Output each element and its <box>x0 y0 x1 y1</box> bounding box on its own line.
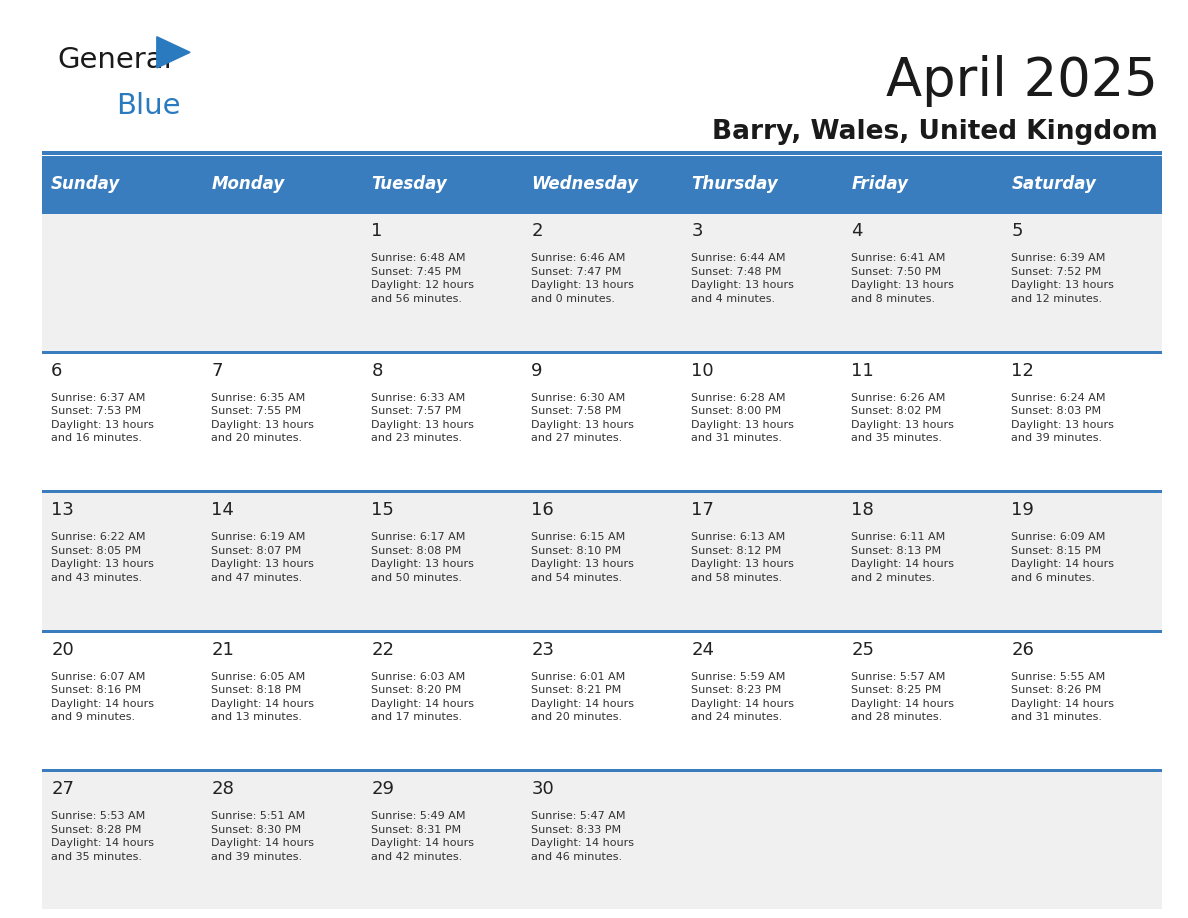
Text: 9: 9 <box>531 362 543 380</box>
Text: Sunrise: 6:05 AM
Sunset: 8:18 PM
Daylight: 14 hours
and 13 minutes.: Sunrise: 6:05 AM Sunset: 8:18 PM Dayligh… <box>211 672 314 722</box>
Text: 6: 6 <box>51 362 63 380</box>
Text: 14: 14 <box>211 501 234 520</box>
Text: 12: 12 <box>1011 362 1035 380</box>
Text: Wednesday: Wednesday <box>531 174 638 193</box>
Text: Sunrise: 5:47 AM
Sunset: 8:33 PM
Daylight: 14 hours
and 46 minutes.: Sunrise: 5:47 AM Sunset: 8:33 PM Dayligh… <box>531 812 634 862</box>
Text: 1: 1 <box>372 222 383 241</box>
Text: 18: 18 <box>852 501 874 520</box>
Text: Tuesday: Tuesday <box>372 174 447 193</box>
Text: Sunrise: 6:09 AM
Sunset: 8:15 PM
Daylight: 14 hours
and 6 minutes.: Sunrise: 6:09 AM Sunset: 8:15 PM Dayligh… <box>1011 532 1114 583</box>
Text: Sunrise: 6:33 AM
Sunset: 7:57 PM
Daylight: 13 hours
and 23 minutes.: Sunrise: 6:33 AM Sunset: 7:57 PM Dayligh… <box>372 393 474 443</box>
Text: 23: 23 <box>531 641 555 659</box>
Text: 29: 29 <box>372 780 394 799</box>
Text: General: General <box>57 46 172 74</box>
Text: 27: 27 <box>51 780 74 799</box>
Text: Friday: Friday <box>852 174 909 193</box>
Text: Sunrise: 6:35 AM
Sunset: 7:55 PM
Daylight: 13 hours
and 20 minutes.: Sunrise: 6:35 AM Sunset: 7:55 PM Dayligh… <box>211 393 314 443</box>
Text: Sunrise: 6:37 AM
Sunset: 7:53 PM
Daylight: 13 hours
and 16 minutes.: Sunrise: 6:37 AM Sunset: 7:53 PM Dayligh… <box>51 393 154 443</box>
Text: 25: 25 <box>852 641 874 659</box>
Text: 11: 11 <box>852 362 874 380</box>
Text: Sunrise: 5:59 AM
Sunset: 8:23 PM
Daylight: 14 hours
and 24 minutes.: Sunrise: 5:59 AM Sunset: 8:23 PM Dayligh… <box>691 672 795 722</box>
Text: Sunrise: 6:03 AM
Sunset: 8:20 PM
Daylight: 14 hours
and 17 minutes.: Sunrise: 6:03 AM Sunset: 8:20 PM Dayligh… <box>372 672 474 722</box>
Text: April 2025: April 2025 <box>886 55 1158 107</box>
Text: Sunrise: 5:53 AM
Sunset: 8:28 PM
Daylight: 14 hours
and 35 minutes.: Sunrise: 5:53 AM Sunset: 8:28 PM Dayligh… <box>51 812 154 862</box>
Text: 20: 20 <box>51 641 74 659</box>
Text: Sunrise: 5:49 AM
Sunset: 8:31 PM
Daylight: 14 hours
and 42 minutes.: Sunrise: 5:49 AM Sunset: 8:31 PM Dayligh… <box>372 812 474 862</box>
Text: Sunrise: 6:01 AM
Sunset: 8:21 PM
Daylight: 14 hours
and 20 minutes.: Sunrise: 6:01 AM Sunset: 8:21 PM Dayligh… <box>531 672 634 722</box>
Text: 24: 24 <box>691 641 714 659</box>
Text: 2: 2 <box>531 222 543 241</box>
Text: Thursday: Thursday <box>691 174 778 193</box>
Text: 5: 5 <box>1011 222 1023 241</box>
Text: 16: 16 <box>531 501 554 520</box>
Text: Sunrise: 6:11 AM
Sunset: 8:13 PM
Daylight: 14 hours
and 2 minutes.: Sunrise: 6:11 AM Sunset: 8:13 PM Dayligh… <box>852 532 954 583</box>
Text: Sunrise: 6:44 AM
Sunset: 7:48 PM
Daylight: 13 hours
and 4 minutes.: Sunrise: 6:44 AM Sunset: 7:48 PM Dayligh… <box>691 253 795 304</box>
Text: 4: 4 <box>852 222 862 241</box>
Text: Sunrise: 6:15 AM
Sunset: 8:10 PM
Daylight: 13 hours
and 54 minutes.: Sunrise: 6:15 AM Sunset: 8:10 PM Dayligh… <box>531 532 634 583</box>
Text: Barry, Wales, United Kingdom: Barry, Wales, United Kingdom <box>713 119 1158 145</box>
Text: Sunrise: 6:22 AM
Sunset: 8:05 PM
Daylight: 13 hours
and 43 minutes.: Sunrise: 6:22 AM Sunset: 8:05 PM Dayligh… <box>51 532 154 583</box>
Text: 7: 7 <box>211 362 222 380</box>
Text: 19: 19 <box>1011 501 1035 520</box>
Text: Sunrise: 6:48 AM
Sunset: 7:45 PM
Daylight: 12 hours
and 56 minutes.: Sunrise: 6:48 AM Sunset: 7:45 PM Dayligh… <box>372 253 474 304</box>
Text: 26: 26 <box>1011 641 1035 659</box>
Text: Sunrise: 6:13 AM
Sunset: 8:12 PM
Daylight: 13 hours
and 58 minutes.: Sunrise: 6:13 AM Sunset: 8:12 PM Dayligh… <box>691 532 795 583</box>
Text: Sunrise: 6:17 AM
Sunset: 8:08 PM
Daylight: 13 hours
and 50 minutes.: Sunrise: 6:17 AM Sunset: 8:08 PM Dayligh… <box>372 532 474 583</box>
Text: 10: 10 <box>691 362 714 380</box>
Text: 3: 3 <box>691 222 703 241</box>
Text: Sunrise: 6:24 AM
Sunset: 8:03 PM
Daylight: 13 hours
and 39 minutes.: Sunrise: 6:24 AM Sunset: 8:03 PM Dayligh… <box>1011 393 1114 443</box>
Text: Sunrise: 6:19 AM
Sunset: 8:07 PM
Daylight: 13 hours
and 47 minutes.: Sunrise: 6:19 AM Sunset: 8:07 PM Dayligh… <box>211 532 314 583</box>
Text: Saturday: Saturday <box>1011 174 1097 193</box>
Text: Blue: Blue <box>116 92 181 120</box>
Text: 21: 21 <box>211 641 234 659</box>
Text: Sunrise: 6:26 AM
Sunset: 8:02 PM
Daylight: 13 hours
and 35 minutes.: Sunrise: 6:26 AM Sunset: 8:02 PM Dayligh… <box>852 393 954 443</box>
Text: 13: 13 <box>51 501 74 520</box>
Text: Sunrise: 6:41 AM
Sunset: 7:50 PM
Daylight: 13 hours
and 8 minutes.: Sunrise: 6:41 AM Sunset: 7:50 PM Dayligh… <box>852 253 954 304</box>
Text: 30: 30 <box>531 780 554 799</box>
Text: Sunrise: 5:55 AM
Sunset: 8:26 PM
Daylight: 14 hours
and 31 minutes.: Sunrise: 5:55 AM Sunset: 8:26 PM Dayligh… <box>1011 672 1114 722</box>
Text: 8: 8 <box>372 362 383 380</box>
Text: Sunrise: 6:07 AM
Sunset: 8:16 PM
Daylight: 14 hours
and 9 minutes.: Sunrise: 6:07 AM Sunset: 8:16 PM Dayligh… <box>51 672 154 722</box>
Text: 15: 15 <box>372 501 394 520</box>
Text: Sunday: Sunday <box>51 174 120 193</box>
Text: Sunrise: 6:28 AM
Sunset: 8:00 PM
Daylight: 13 hours
and 31 minutes.: Sunrise: 6:28 AM Sunset: 8:00 PM Dayligh… <box>691 393 795 443</box>
Text: 22: 22 <box>372 641 394 659</box>
Text: 28: 28 <box>211 780 234 799</box>
Text: Sunrise: 5:57 AM
Sunset: 8:25 PM
Daylight: 14 hours
and 28 minutes.: Sunrise: 5:57 AM Sunset: 8:25 PM Dayligh… <box>852 672 954 722</box>
Text: Sunrise: 5:51 AM
Sunset: 8:30 PM
Daylight: 14 hours
and 39 minutes.: Sunrise: 5:51 AM Sunset: 8:30 PM Dayligh… <box>211 812 314 862</box>
Text: Sunrise: 6:39 AM
Sunset: 7:52 PM
Daylight: 13 hours
and 12 minutes.: Sunrise: 6:39 AM Sunset: 7:52 PM Dayligh… <box>1011 253 1114 304</box>
Text: Monday: Monday <box>211 174 284 193</box>
Text: Sunrise: 6:30 AM
Sunset: 7:58 PM
Daylight: 13 hours
and 27 minutes.: Sunrise: 6:30 AM Sunset: 7:58 PM Dayligh… <box>531 393 634 443</box>
Text: Sunrise: 6:46 AM
Sunset: 7:47 PM
Daylight: 13 hours
and 0 minutes.: Sunrise: 6:46 AM Sunset: 7:47 PM Dayligh… <box>531 253 634 304</box>
Text: 17: 17 <box>691 501 714 520</box>
